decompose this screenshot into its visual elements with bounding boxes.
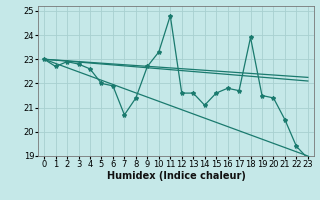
X-axis label: Humidex (Indice chaleur): Humidex (Indice chaleur) (107, 171, 245, 181)
